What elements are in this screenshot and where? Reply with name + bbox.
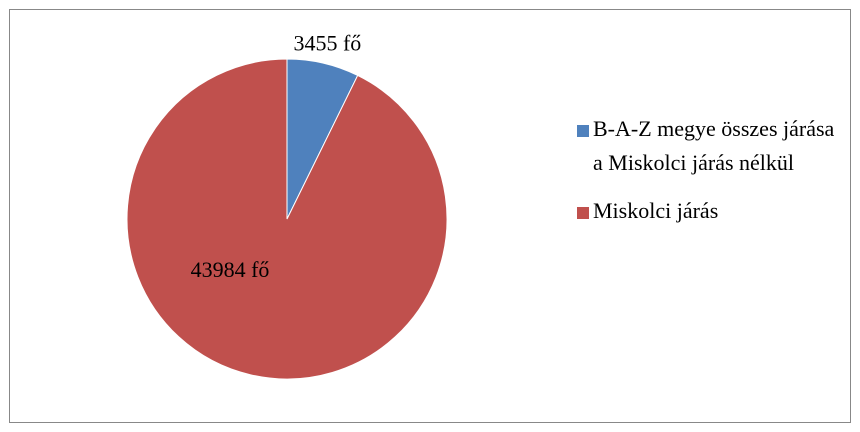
legend-swatch <box>577 125 589 137</box>
data-label: 43984 fő <box>191 257 270 282</box>
legend-label: Miskolci járás <box>593 198 718 223</box>
legend-label: B-A-Z megye összes járása a Miskolci járá… <box>593 116 835 175</box>
legend-line: B-A-Z megye összes járása <box>593 116 835 141</box>
legend-swatch <box>577 207 589 219</box>
legend-line: a Miskolci járás nélkül <box>593 150 794 175</box>
legend-line: Miskolci járás <box>593 198 718 223</box>
data-label: 3455 fő <box>293 31 361 56</box>
pie-slice <box>126 58 448 380</box>
